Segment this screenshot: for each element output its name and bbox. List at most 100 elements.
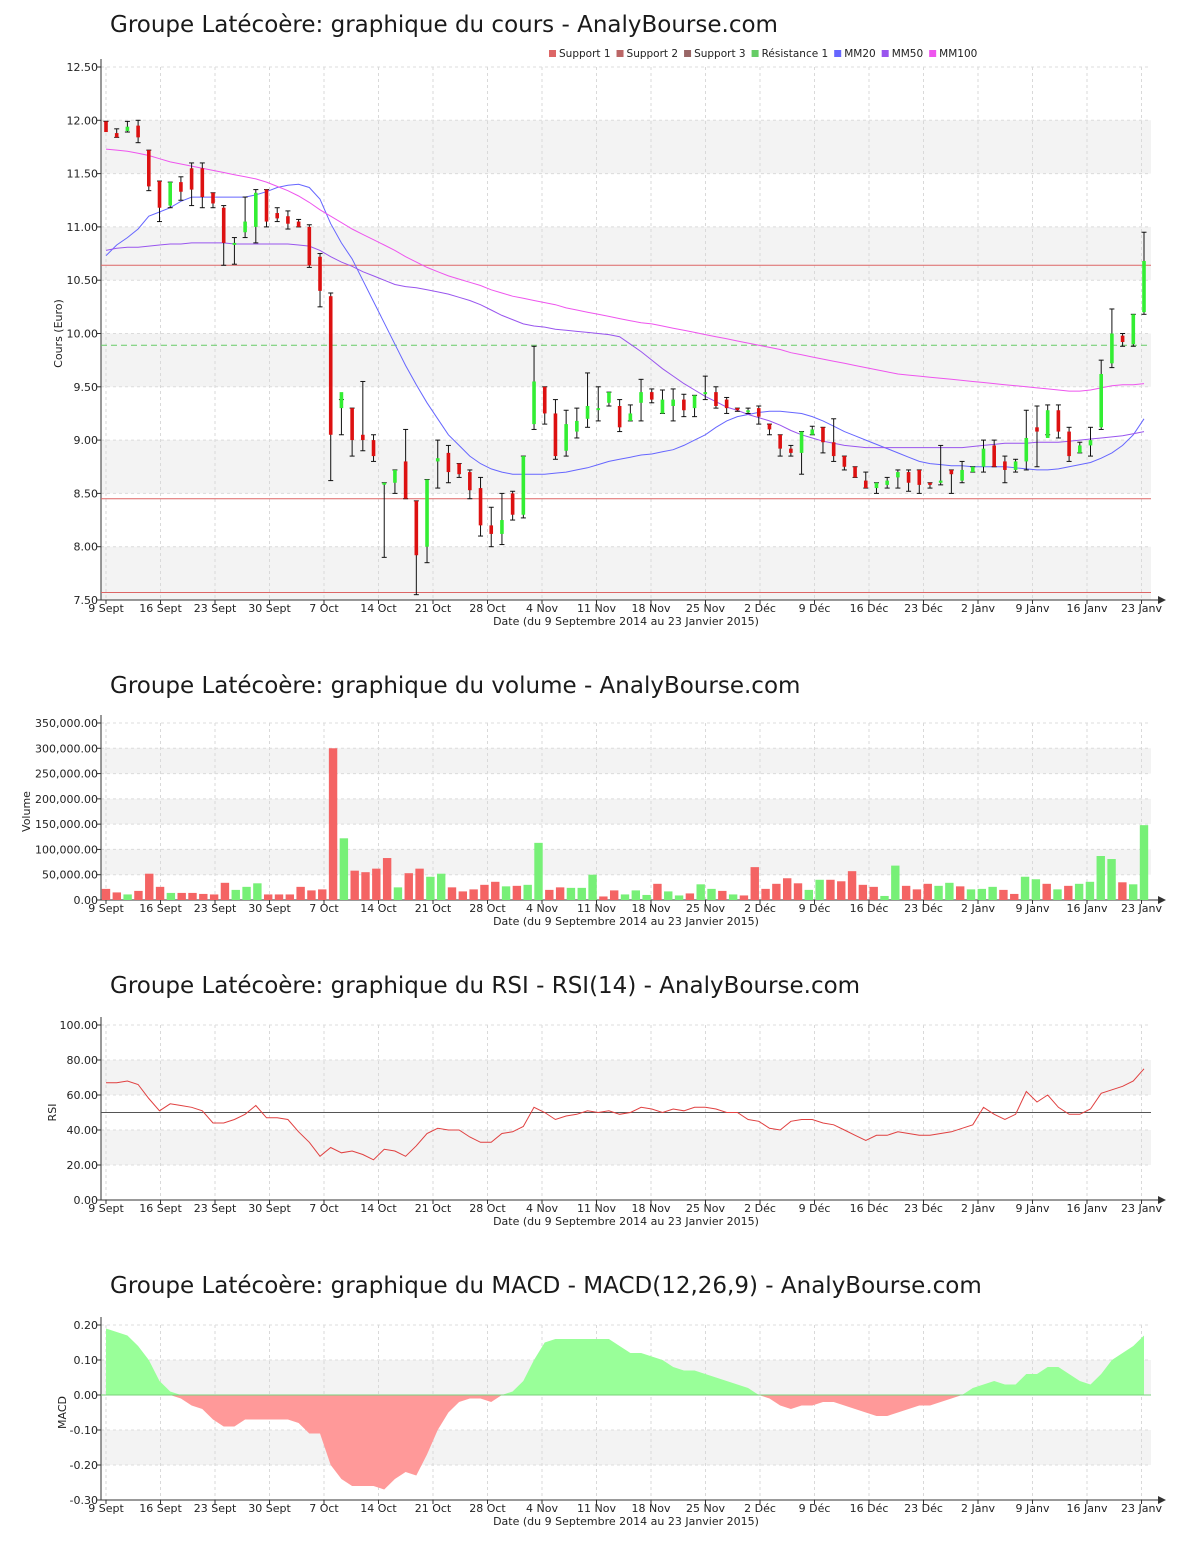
x-tick-label: 9 Janv <box>1016 1502 1050 1515</box>
volume-bar <box>966 889 976 900</box>
y-tick-label: 150,000.00 <box>35 818 98 831</box>
x-tick-label: 23 Déc <box>904 1502 943 1515</box>
candle-body <box>446 452 451 473</box>
volume-bar <box>685 893 695 900</box>
volume-bar <box>501 886 511 900</box>
volume-bar <box>566 887 576 900</box>
candle-body <box>232 242 237 245</box>
x-tick-label: 2 Janv <box>961 1502 995 1515</box>
x-axis-label: Date (du 9 Septembre 2014 au 23 Janvier … <box>493 1215 759 1228</box>
x-tick-label: 18 Nov <box>632 902 671 915</box>
volume-bar <box>1107 859 1116 900</box>
x-tick-label: 23 Déc <box>904 602 943 615</box>
volume-bar <box>696 884 705 900</box>
y-tick-label: 0.20 <box>74 1319 99 1332</box>
volume-bar <box>188 892 197 900</box>
candle-body <box>928 482 932 485</box>
volume-chart-title: Groupe Latécoère: graphique du volume - … <box>110 673 801 699</box>
candle-body <box>649 392 654 400</box>
volume-bar <box>285 894 295 900</box>
y-tick-label: 60.00 <box>67 1089 99 1102</box>
volume-bar <box>145 873 154 900</box>
candle-body <box>585 405 590 419</box>
x-tick-label: 7 Oct <box>309 902 339 915</box>
candle-body <box>1035 427 1039 432</box>
x-tick-label: 30 Sept <box>248 602 291 615</box>
macd-chart-title: Groupe Latécoère: graphique du MACD - MA… <box>110 1273 982 1299</box>
x-tick-label: 25 Nov <box>686 902 725 915</box>
volume-bar <box>869 886 878 900</box>
candle-body <box>746 410 750 413</box>
candle-body <box>1067 431 1071 457</box>
x-tick-label: 16 Janv <box>1067 1502 1108 1515</box>
volume-bar <box>739 895 749 900</box>
candle-body <box>403 461 408 499</box>
volume-bar <box>101 888 111 900</box>
volume-bar <box>491 881 500 900</box>
price-chart: 12.50 12.00 11.50 11.00 10.50 10.00 9.50 9.00 8.… <box>52 48 1166 628</box>
volume-bar <box>934 885 943 900</box>
volume-bar <box>599 896 608 900</box>
grid-band <box>101 1060 1151 1095</box>
x-axis-arrow <box>1158 596 1166 604</box>
candle-body <box>457 463 461 475</box>
grid-band <box>101 1130 1151 1165</box>
candle-body <box>104 121 108 133</box>
x-tick-label: 28 Oct <box>469 902 506 915</box>
y-tick-label: 11.00 <box>67 221 99 234</box>
candle-body <box>1045 410 1050 438</box>
candle-body <box>564 424 568 451</box>
x-tick-label: 23 Sept <box>194 1502 237 1515</box>
candle-body <box>468 472 472 491</box>
y-tick-label: 80.00 <box>67 1054 99 1067</box>
grid-band <box>101 1430 1151 1465</box>
volume-bar <box>382 858 392 900</box>
y-tick-label: 10.00 <box>67 328 99 341</box>
y-axis-label: MACD <box>56 1396 69 1429</box>
candle-body <box>778 434 782 449</box>
candle-body <box>960 469 964 481</box>
volume-bar <box>1074 883 1084 900</box>
legend-swatch <box>929 50 937 57</box>
candle-body <box>874 482 879 489</box>
volume-bar <box>1020 876 1030 900</box>
x-tick-label: 25 Nov <box>686 602 725 615</box>
legend-label: MM50 <box>892 48 923 60</box>
candle-body <box>671 399 675 406</box>
volume-bar <box>1085 881 1095 900</box>
candle-body <box>1013 461 1018 470</box>
volume-bar <box>718 890 727 900</box>
candle-body <box>810 429 815 435</box>
x-tick-label: 18 Nov <box>632 1202 671 1215</box>
x-tick-label: 14 Oct <box>360 1202 397 1215</box>
legend-label: Support 1 <box>559 48 611 60</box>
volume-bar <box>458 891 468 900</box>
candle-body <box>853 466 857 478</box>
y-tick-label: 0.00 <box>74 894 99 907</box>
x-tick-label: 9 Sept <box>88 1502 124 1515</box>
legend-label: MM20 <box>844 48 875 60</box>
candle-body <box>692 395 697 409</box>
candle-body <box>799 431 804 453</box>
candle-body <box>318 256 322 291</box>
volume-bar <box>296 886 305 900</box>
y-tick-label: 300,000.00 <box>35 742 98 755</box>
y-tick-label: 100,000.00 <box>35 843 98 856</box>
volume-bar <box>555 887 565 900</box>
x-tick-label: 16 Sept <box>139 602 182 615</box>
volume-bar <box>1096 856 1105 900</box>
x-tick-label: 16 Janv <box>1067 902 1108 915</box>
candle-body <box>189 168 194 190</box>
x-tick-label: 9 Déc <box>799 1502 831 1515</box>
candle-body <box>125 126 130 131</box>
candle-body <box>821 427 825 443</box>
volume-bar <box>112 892 122 900</box>
x-tick-label: 2 Déc <box>744 602 776 615</box>
candle-body <box>489 525 494 534</box>
candle-body <box>1099 374 1103 428</box>
volume-bar <box>793 883 803 900</box>
x-tick-label: 2 Janv <box>961 902 995 915</box>
candle-body <box>168 182 173 206</box>
volume-bar <box>750 867 759 900</box>
volume-bar <box>545 889 554 900</box>
